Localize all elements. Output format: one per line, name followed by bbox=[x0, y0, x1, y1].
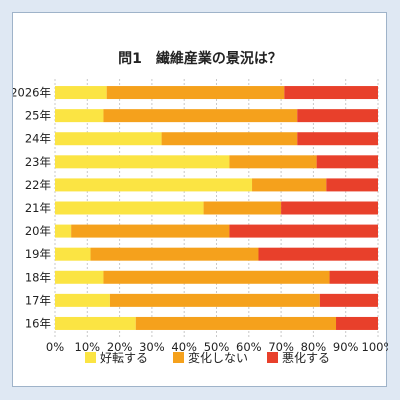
bar-segment bbox=[103, 270, 330, 284]
bars bbox=[55, 86, 378, 330]
bar-segment bbox=[103, 109, 298, 123]
bar-segment bbox=[203, 201, 282, 215]
bar-segment bbox=[329, 270, 378, 284]
x-tick-label: 100% bbox=[362, 340, 388, 354]
bar-segment bbox=[106, 86, 285, 100]
bar-segment bbox=[55, 224, 72, 238]
legend-swatch bbox=[173, 352, 184, 363]
category-label: 16年 bbox=[25, 316, 51, 330]
bar-segment bbox=[258, 247, 378, 261]
bar-segment bbox=[229, 155, 317, 169]
bar-segment bbox=[55, 86, 107, 100]
x-tick-label: 10% bbox=[75, 340, 101, 354]
bar-segment bbox=[90, 247, 259, 261]
bar-segment bbox=[71, 224, 230, 238]
category-label: 17年 bbox=[25, 293, 51, 307]
bar-segment bbox=[252, 178, 327, 192]
bar-segment bbox=[297, 132, 378, 146]
x-tick-label: 50% bbox=[204, 340, 230, 354]
bar-segment bbox=[161, 132, 298, 146]
legend-swatch bbox=[267, 352, 278, 363]
bar-segment bbox=[55, 109, 104, 123]
bar-segment bbox=[284, 86, 378, 100]
bar-segment bbox=[135, 316, 337, 330]
bar-segment bbox=[55, 155, 230, 169]
stacked-bar-chart: 問1 繊維産業の景況は？ 2026年 25年 24年 23年 22年 21年 20年 19年 1… bbox=[13, 50, 388, 365]
legend-label: 好転する bbox=[100, 351, 148, 365]
x-tick-label: 60% bbox=[236, 340, 262, 354]
bar-segment bbox=[55, 178, 253, 192]
category-label: 23年 bbox=[25, 155, 51, 169]
category-label: 22年 bbox=[25, 178, 51, 192]
legend-swatch bbox=[85, 352, 96, 363]
bar-segment bbox=[336, 316, 378, 330]
x-tick-label: 20% bbox=[107, 340, 133, 354]
category-label: 24年 bbox=[25, 132, 51, 146]
category-label: 25年 bbox=[25, 109, 51, 123]
category-label: 19年 bbox=[25, 247, 51, 261]
category-labels: 2026年 25年 24年 23年 22年 21年 20年 19年 18年 17年 16年 bbox=[13, 86, 51, 331]
x-tick-labels: 0% 10% 20% 30% 40% 50% 60% 70% 80% 90%100% bbox=[46, 340, 388, 354]
bar-segment bbox=[55, 316, 136, 330]
bar-segment bbox=[55, 293, 110, 307]
bar-segment bbox=[326, 178, 378, 192]
bar-segment bbox=[55, 132, 162, 146]
bar-segment bbox=[297, 109, 378, 123]
x-tick-label: 0% bbox=[46, 340, 64, 354]
category-label: 2026年 bbox=[13, 86, 51, 100]
x-tick-label: 80% bbox=[301, 340, 327, 354]
chart-title: 問1 繊維産業の景況は？ bbox=[118, 50, 282, 67]
chart-frame: 問1 繊維産業の景況は？ 2026年 25年 24年 23年 22年 21年 20年 19年 1… bbox=[12, 12, 388, 387]
bar-segment bbox=[55, 270, 104, 284]
x-tick-label: 70% bbox=[268, 340, 294, 354]
bar-segment bbox=[316, 155, 378, 169]
x-tick-label: 90% bbox=[333, 340, 359, 354]
category-label: 21年 bbox=[25, 201, 51, 215]
legend: 好転する 変化しない 悪化する bbox=[85, 350, 330, 365]
legend-label: 変化しない bbox=[188, 350, 248, 365]
bar-segment bbox=[109, 293, 320, 307]
category-label: 20年 bbox=[25, 224, 51, 238]
category-label: 18年 bbox=[25, 270, 51, 284]
bar-segment bbox=[319, 293, 378, 307]
x-tick-label: 30% bbox=[139, 340, 165, 354]
x-tick-label: 40% bbox=[171, 340, 197, 354]
bar-segment bbox=[55, 201, 204, 215]
bar-segment bbox=[55, 247, 91, 261]
bar-segment bbox=[229, 224, 378, 238]
bar-segment bbox=[281, 201, 378, 215]
legend-label: 悪化する bbox=[282, 351, 330, 365]
